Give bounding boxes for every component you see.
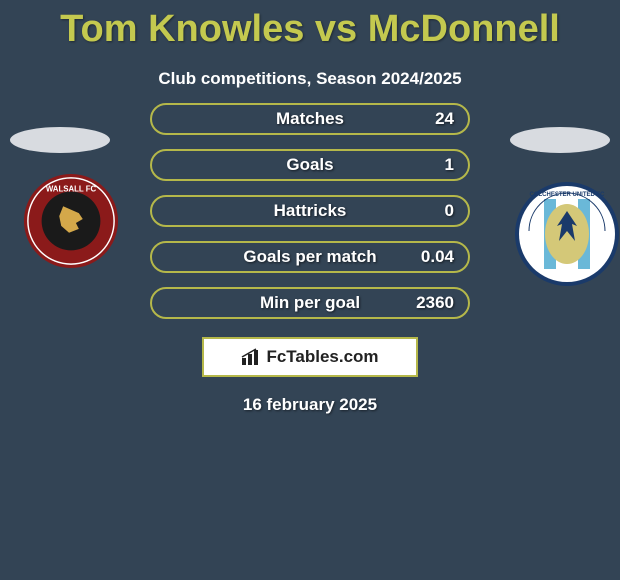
svg-text:COLCHESTER UNITED FC: COLCHESTER UNITED FC [530,192,606,198]
stat-row-goals: Goals 1 [150,149,470,181]
stat-label: Goals per match [243,247,376,267]
svg-text:WALSALL FC: WALSALL FC [46,185,97,194]
stat-row-mpg: Min per goal 2360 [150,287,470,319]
player-silhouette-right [510,127,610,153]
stat-label: Hattricks [274,201,347,221]
date-text: 16 february 2025 [0,395,620,415]
chart-icon [241,348,263,366]
watermark-box: FcTables.com [202,337,418,377]
club-badge-right: COLCHESTER UNITED FC [514,181,620,287]
stat-row-hattricks: Hattricks 0 [150,195,470,227]
club-badge-left: WALSALL FC [22,172,120,270]
subtitle: Club competitions, Season 2024/2025 [0,69,620,89]
stat-label: Min per goal [260,293,360,313]
stat-value-right: 1 [445,155,454,175]
stat-value-right: 0 [445,201,454,221]
player-silhouette-left [10,127,110,153]
stat-value-right: 0.04 [421,247,454,267]
page-title: Tom Knowles vs McDonnell [0,0,620,51]
watermark-content: FcTables.com [241,347,378,367]
stat-value-right: 24 [435,109,454,129]
watermark-label: FcTables.com [266,347,378,367]
colchester-badge-icon: COLCHESTER UNITED FC [514,181,620,287]
stat-row-gpm: Goals per match 0.04 [150,241,470,273]
stat-label: Goals [286,155,333,175]
stat-label: Matches [276,109,344,129]
walsall-badge-icon: WALSALL FC [22,172,120,270]
stat-value-right: 2360 [416,293,454,313]
stat-row-matches: Matches 24 [150,103,470,135]
